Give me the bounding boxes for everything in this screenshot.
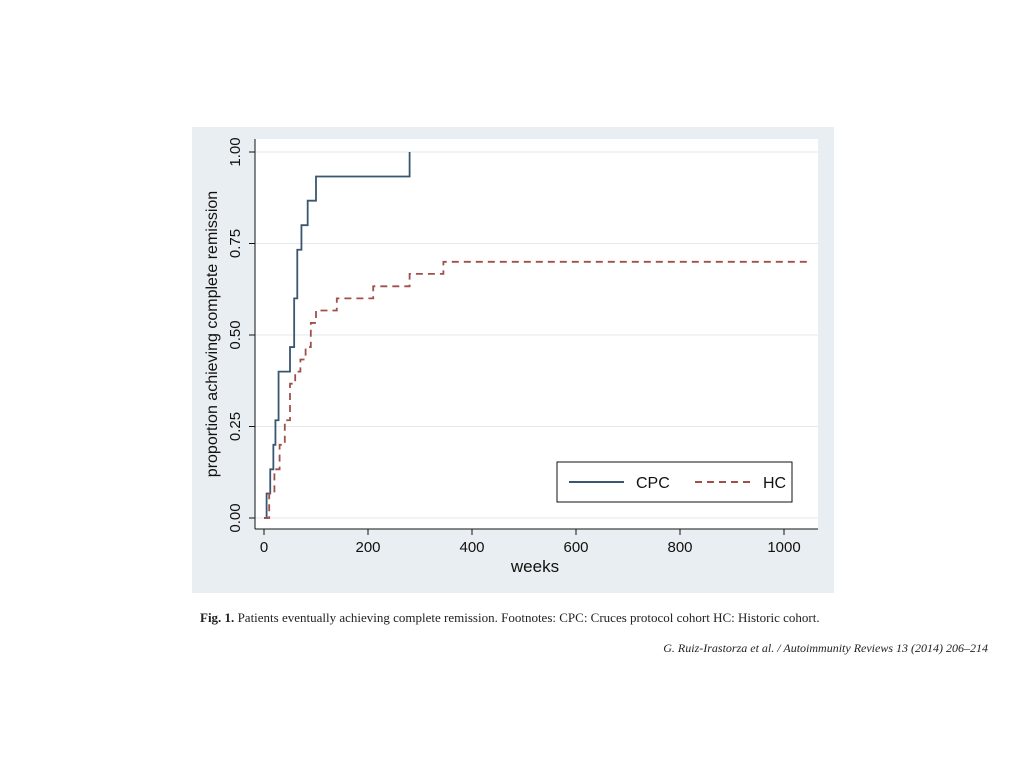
km-chart: 0 200 400 600 800 1000 0.00 0.25 0.50 0.75 1.00 CP…: [204, 137, 818, 576]
figure-caption: Fig. 1. Patients eventually achieving co…: [200, 610, 980, 626]
series-layer: [264, 152, 810, 519]
y-tick-label-0: 0.00: [227, 503, 244, 532]
y-tick-label-1: 0.25: [227, 412, 244, 441]
x-tick-label-4: 800: [667, 539, 692, 556]
legend-label-hc: HC: [763, 475, 786, 492]
caption-fig-label: Fig. 1.: [200, 610, 235, 625]
series-hc-line: [264, 260, 810, 519]
x-tick-label-1: 200: [355, 539, 380, 556]
legend-label-cpc: CPC: [636, 475, 670, 492]
grid-lines: [255, 151, 818, 519]
y-tick-label-3: 0.75: [227, 229, 244, 258]
series-cpc-line: [264, 152, 411, 519]
y-tick-label-2: 0.50: [227, 320, 244, 349]
figure-panel: 0 200 400 600 800 1000 0.00 0.25 0.50 0.75 1.00 CP…: [192, 127, 834, 593]
x-tick-label-0: 0: [260, 539, 268, 556]
y-axis-label: proportion achieving complete remission: [204, 191, 221, 477]
caption-text: Patients eventually achieving complete r…: [237, 610, 820, 625]
x-tick-label-2: 400: [459, 539, 484, 556]
x-tick-label-3: 600: [563, 539, 588, 556]
y-tick-label-4: 1.00: [227, 137, 244, 166]
axes: 0 200 400 600 800 1000 0.00 0.25 0.50 0.75 1.00: [227, 137, 818, 556]
legend: CPC HC: [556, 461, 793, 503]
x-axis-label: weeks: [510, 557, 559, 576]
x-tick-label-5: 1000: [767, 539, 800, 556]
journal-citation: G. Ruiz-Irastorza et al. / Autoimmunity …: [663, 641, 988, 655]
